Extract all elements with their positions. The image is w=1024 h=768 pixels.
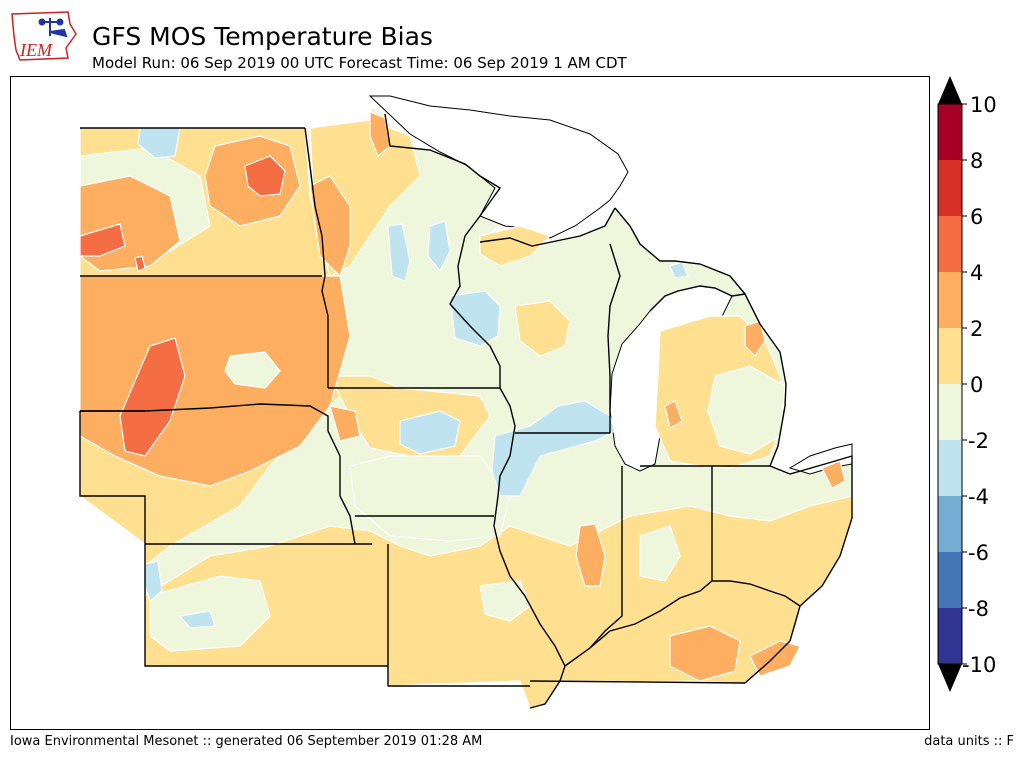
contour-neg4-neg2-mn-1 (387, 223, 411, 282)
border-ky-tn (529, 680, 746, 684)
border-ohio-river (564, 580, 801, 667)
iem-logo: IEM (8, 6, 78, 64)
contour-neg4-neg2-wi (449, 290, 501, 347)
state-borders (79, 113, 853, 709)
colorbar-tick-neg10: -10 (962, 653, 996, 677)
contour-2-4-mn-arrowhead (369, 111, 391, 157)
colorbar-bin-neg2-0 (938, 384, 962, 440)
colorbar-bin-neg4-neg2 (938, 440, 962, 496)
contour-neg4-neg2-mn-2 (427, 220, 451, 273)
contour-neg2-0-mo (479, 580, 531, 622)
colorbar-bin-2-4 (938, 272, 962, 328)
contour-neg4-neg2-mi (669, 261, 689, 279)
border-mi-up (614, 207, 746, 295)
contour-neg4-neg2-ia-1 (399, 410, 461, 455)
contour-4-6-sd-spot (134, 255, 146, 272)
colorbar-bin-0-2 (938, 328, 962, 384)
colorbar-bin-neg10-neg8 (938, 608, 962, 664)
footer-units: data units :: F (924, 734, 1014, 749)
colorbar-tick-neg8: -8 (968, 597, 989, 621)
contour-2-4-ia-west (329, 405, 361, 442)
contour-4-6-sd-west (79, 223, 126, 257)
border-ne-south (79, 411, 146, 544)
border-il-in (589, 466, 623, 649)
contour-neg2-0-in (639, 525, 681, 582)
contour-2-4-ky (669, 625, 741, 682)
contour-2-4-mi-north (744, 320, 766, 357)
colorbar-bin-8-10 (938, 104, 962, 160)
map-title: GFS MOS Temperature Bias (92, 22, 433, 51)
colorbar-bin-4-6 (938, 216, 962, 272)
contour-4-6-ne (119, 337, 186, 457)
border-ks-ok (144, 544, 388, 667)
border-mo-east (493, 525, 566, 709)
colorbar: 10 8 6 4 2 0 -2 -4 -6 -8 -10 (934, 70, 1024, 700)
colorbar-tick-4: 4 (970, 261, 983, 285)
border-ky-east (744, 605, 801, 684)
border-wi-mi-up (479, 207, 616, 247)
colorbar-over-arrow (938, 76, 962, 104)
colorbar-tick-0: 0 (970, 373, 983, 397)
footer-credit: Iowa Environmental Mesonet :: generated … (10, 734, 483, 749)
contour-neg4-neg2-ks-2 (178, 610, 216, 629)
colorbar-bin-neg6-neg4 (938, 496, 962, 552)
border-mn-wi (384, 113, 502, 388)
contour-2-4-il (575, 523, 606, 587)
colorbar-tick-neg2: -2 (968, 429, 989, 453)
colorbar-bin-6-8 (938, 160, 962, 216)
colorbar-tick-2: 2 (970, 317, 983, 341)
colorbar-bin-neg8-neg6 (938, 552, 962, 608)
border-ia-il (493, 387, 516, 527)
weather-instrument-icon (38, 18, 68, 38)
logo-text: IEM (19, 40, 53, 60)
colorbar-under-arrow (938, 664, 962, 692)
border-ne-ia (80, 403, 356, 545)
colorbar-tick-neg6: -6 (968, 541, 989, 565)
map-subtitle: Model Run: 06 Sep 2019 00 UTC Forecast T… (92, 54, 627, 72)
contour-2-4-oh (821, 460, 846, 489)
contour-neg2-0-ne-hole (224, 351, 281, 389)
contour-neg4-neg2-ia-2 (491, 400, 616, 497)
contour-4-6-sd-north (244, 155, 286, 197)
contour-0-2-wi-north (479, 225, 552, 267)
border-oh-east (769, 455, 853, 607)
contour-0-2-wi (514, 300, 571, 357)
contour-2-4-mi-west (664, 400, 683, 429)
contour-2-4-mn-west (309, 175, 351, 278)
colorbar-tick-6: 6 (970, 205, 983, 229)
colorbar-tick-8: 8 (970, 149, 983, 173)
colorbar-tick-10: 10 (970, 93, 997, 117)
border-wi-east (607, 243, 621, 433)
contour-neg2-0-mi (707, 365, 786, 455)
border-mn-west (304, 127, 329, 388)
colorbar-tick-neg4: -4 (968, 485, 989, 509)
map-panel (10, 76, 930, 730)
